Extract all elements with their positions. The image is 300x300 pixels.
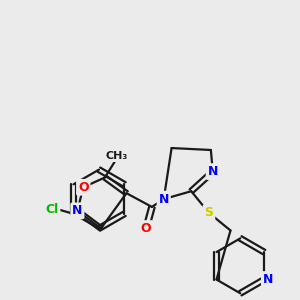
Text: N: N — [159, 193, 169, 206]
Text: CH₃: CH₃ — [106, 151, 128, 161]
Text: Cl: Cl — [45, 203, 58, 216]
Text: O: O — [141, 222, 152, 235]
Text: O: O — [78, 181, 88, 194]
Text: N: N — [72, 204, 82, 218]
Text: N: N — [263, 273, 273, 286]
Text: S: S — [204, 206, 213, 219]
Text: N: N — [208, 165, 218, 178]
